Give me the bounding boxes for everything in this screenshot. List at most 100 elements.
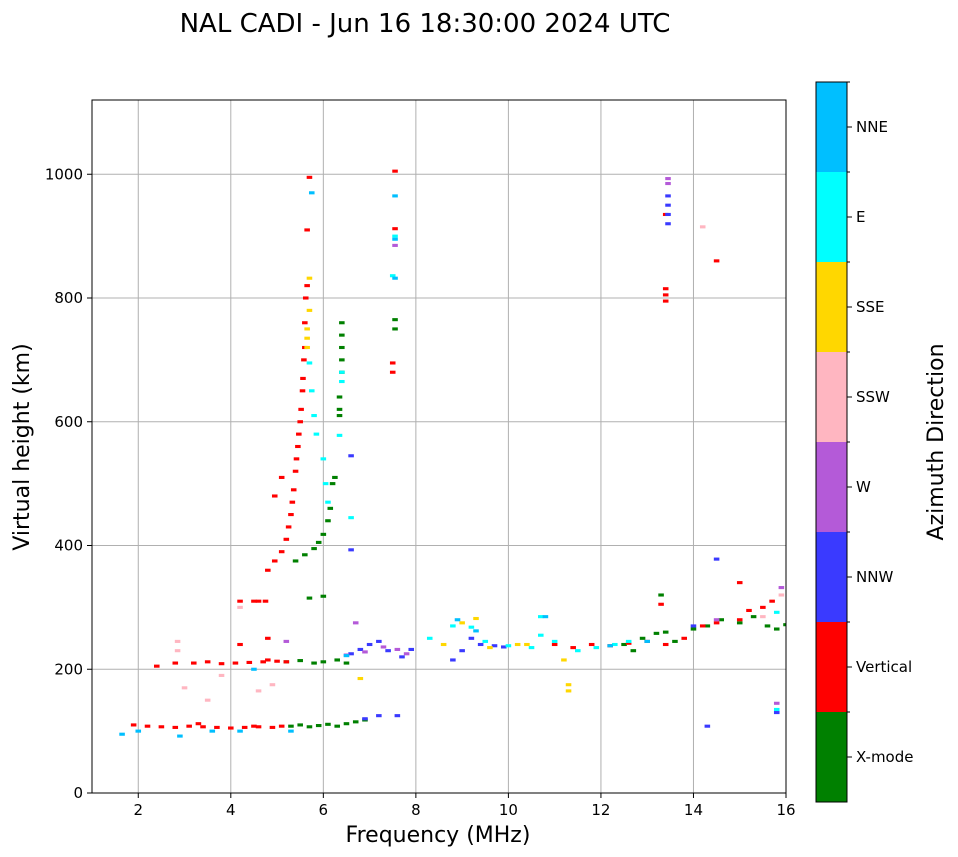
data-point-nne xyxy=(392,194,398,198)
data-point-nne xyxy=(392,237,398,241)
data-point-x-mode xyxy=(336,407,343,411)
data-point-vertical xyxy=(288,513,294,517)
data-point-e xyxy=(575,649,581,653)
colorbar: X-mode Vertical NNW W SSW SSE E NNE xyxy=(815,81,913,803)
data-point-e xyxy=(311,414,317,418)
data-point-w xyxy=(352,621,359,625)
data-point-vertical xyxy=(260,660,266,664)
x-axis-label: Frequency (MHz) xyxy=(346,823,531,848)
data-point-nne xyxy=(251,667,257,671)
chart-title: NAL CADI - Jun 16 18:30:00 2024 UTC xyxy=(180,9,671,39)
data-point-vertical xyxy=(570,646,576,650)
data-point-e xyxy=(773,707,780,712)
data-point-nne xyxy=(119,732,125,736)
data-point-e xyxy=(325,500,331,504)
data-point-x-mode xyxy=(621,642,627,647)
colorbar-swatch xyxy=(816,352,847,442)
data-point-x-mode xyxy=(339,345,345,350)
data-point-vertical xyxy=(662,287,669,291)
data-point-nne xyxy=(135,729,142,733)
data-point-vertical xyxy=(255,725,262,729)
data-point-vertical xyxy=(293,457,300,461)
data-point-vertical xyxy=(186,724,192,728)
data-point-vertical xyxy=(237,599,243,603)
data-point-x-mode xyxy=(392,318,398,322)
colorbar-tick-label: NNW xyxy=(856,568,893,586)
data-point-x-mode xyxy=(339,358,345,362)
data-point-x-mode xyxy=(288,724,294,728)
data-point-vertical xyxy=(265,636,271,640)
plot-frame xyxy=(91,99,787,794)
data-point-nnw xyxy=(773,711,780,715)
data-point-e xyxy=(625,639,632,643)
data-point-w xyxy=(394,647,401,651)
data-point-nne xyxy=(237,729,243,733)
data-point-vertical xyxy=(232,661,239,665)
y-tick-label: 200 xyxy=(54,660,83,678)
data-point-nnw xyxy=(399,655,405,659)
data-point-e xyxy=(505,644,512,648)
colorbar-tick-label: NNE xyxy=(856,118,888,136)
data-point-ssw xyxy=(174,639,181,643)
data-point-x-mode xyxy=(302,553,308,557)
y-tick-label: 400 xyxy=(54,537,83,555)
data-point-x-mode xyxy=(325,519,331,523)
data-point-vertical xyxy=(306,175,313,179)
data-point-vertical xyxy=(551,642,558,647)
data-point-vertical xyxy=(271,559,278,563)
data-point-vertical xyxy=(278,550,285,554)
data-point-x-mode xyxy=(315,724,322,728)
data-point-e xyxy=(339,379,345,384)
data-point-vertical xyxy=(760,605,766,609)
data-point-w xyxy=(403,652,410,656)
data-point-vertical xyxy=(662,642,669,647)
colorbar-tick-label: W xyxy=(856,478,871,496)
data-point-vertical xyxy=(304,284,310,288)
data-point-vertical xyxy=(172,661,179,665)
data-point-vertical xyxy=(588,642,595,647)
data-point-x-mode xyxy=(773,627,780,631)
data-point-x-mode xyxy=(320,594,327,598)
data-point-vertical xyxy=(295,444,301,449)
data-point-vertical xyxy=(662,299,669,303)
x-tick-label: 14 xyxy=(684,801,703,819)
data-point-sse xyxy=(459,621,465,625)
data-point-vertical xyxy=(292,469,299,473)
data-point-ssw xyxy=(699,225,706,229)
data-point-x-mode xyxy=(783,623,786,627)
data-point-vertical xyxy=(300,376,306,380)
data-point-sse xyxy=(473,616,479,621)
y-axis-label: Virtual height (km) xyxy=(10,343,35,550)
y-tick-label: 800 xyxy=(54,289,83,307)
data-point-e xyxy=(593,646,600,650)
data-point-vertical xyxy=(297,420,303,424)
colorbar-tick-label: E xyxy=(856,208,865,226)
data-point-vertical xyxy=(241,725,248,729)
data-point-vertical xyxy=(278,475,285,479)
data-point-e xyxy=(339,370,345,374)
data-point-ssw xyxy=(269,683,276,687)
data-point-ssw xyxy=(218,673,225,677)
y-tick-label: 0 xyxy=(73,784,83,802)
x-tick-label: 16 xyxy=(776,801,795,819)
data-point-vertical xyxy=(283,537,290,541)
data-point-w xyxy=(778,586,785,590)
data-point-e xyxy=(322,482,329,486)
data-point-vertical xyxy=(172,725,179,729)
data-point-nnw xyxy=(348,548,354,552)
data-point-x-mode xyxy=(311,547,317,551)
data-point-vertical xyxy=(713,259,720,263)
data-point-nnw xyxy=(704,724,711,728)
data-point-nnw xyxy=(348,454,354,458)
data-point-nnw xyxy=(665,222,671,226)
data-point-x-mode xyxy=(392,327,398,331)
x-tick-label: 2 xyxy=(133,801,143,819)
data-point-e xyxy=(348,516,354,520)
colorbar-tick-label: X-mode xyxy=(856,748,913,766)
data-point-nnw xyxy=(357,647,364,651)
data-point-vertical xyxy=(130,723,137,727)
data-point-vertical xyxy=(262,599,269,603)
data-point-e xyxy=(773,610,780,614)
data-point-vertical xyxy=(153,664,160,668)
